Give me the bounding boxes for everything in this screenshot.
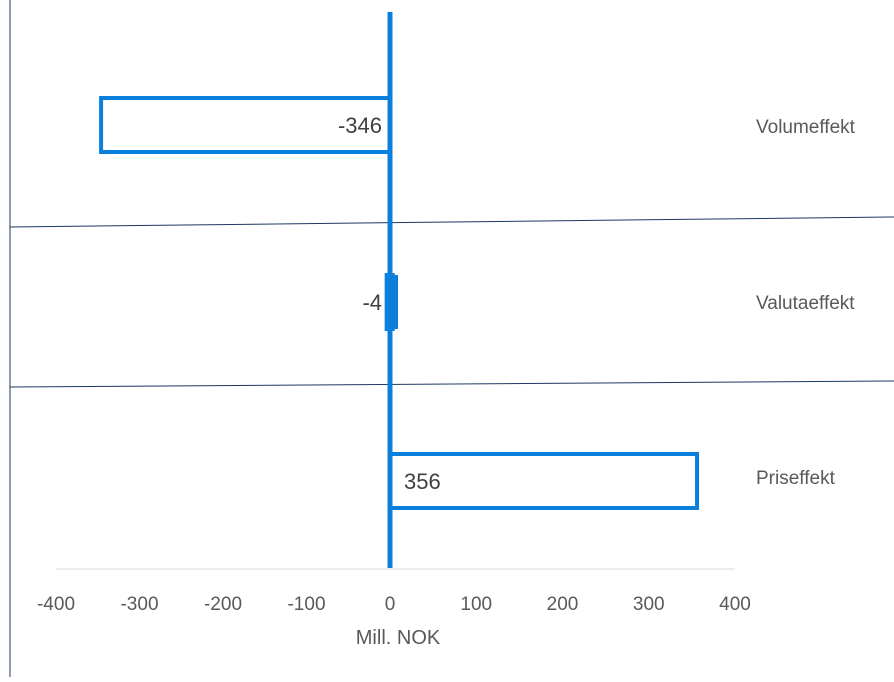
data-label: -4 [362, 290, 382, 315]
zero-line-group [387, 12, 398, 568]
category-label: Valutaeffekt [756, 293, 855, 314]
category-separators [9, 216, 894, 388]
bar [388, 452, 700, 510]
bar-stub [392, 275, 398, 329]
x-tick-label: 400 [719, 594, 751, 615]
x-tick-label: -300 [120, 594, 158, 615]
x-tick-label: -400 [37, 594, 75, 615]
separator-line [9, 380, 894, 388]
x-tick-label: 100 [460, 594, 492, 615]
data-label: -346 [338, 113, 382, 138]
x-tick-label: 200 [547, 594, 579, 615]
x-tick-label: 0 [385, 594, 396, 615]
x-axis: -400 -300 -200 -100 0 100 200 300 400 [37, 568, 751, 615]
category-labels-group: Volumeffekt Valutaeffekt Priseffekt [756, 117, 856, 489]
separator-line [9, 216, 894, 228]
x-tick-label: 300 [633, 594, 665, 615]
category-label: Volumeffekt [756, 117, 856, 138]
bar [99, 96, 392, 154]
x-tick-label: -100 [287, 594, 325, 615]
bars-group [99, 96, 700, 510]
x-axis-label: Mill. NOK [356, 627, 441, 649]
x-tick-label: -200 [204, 594, 242, 615]
data-label: 356 [404, 469, 441, 494]
category-label: Priseffekt [756, 468, 836, 489]
data-labels-group: -346 -4 356 [338, 113, 441, 494]
